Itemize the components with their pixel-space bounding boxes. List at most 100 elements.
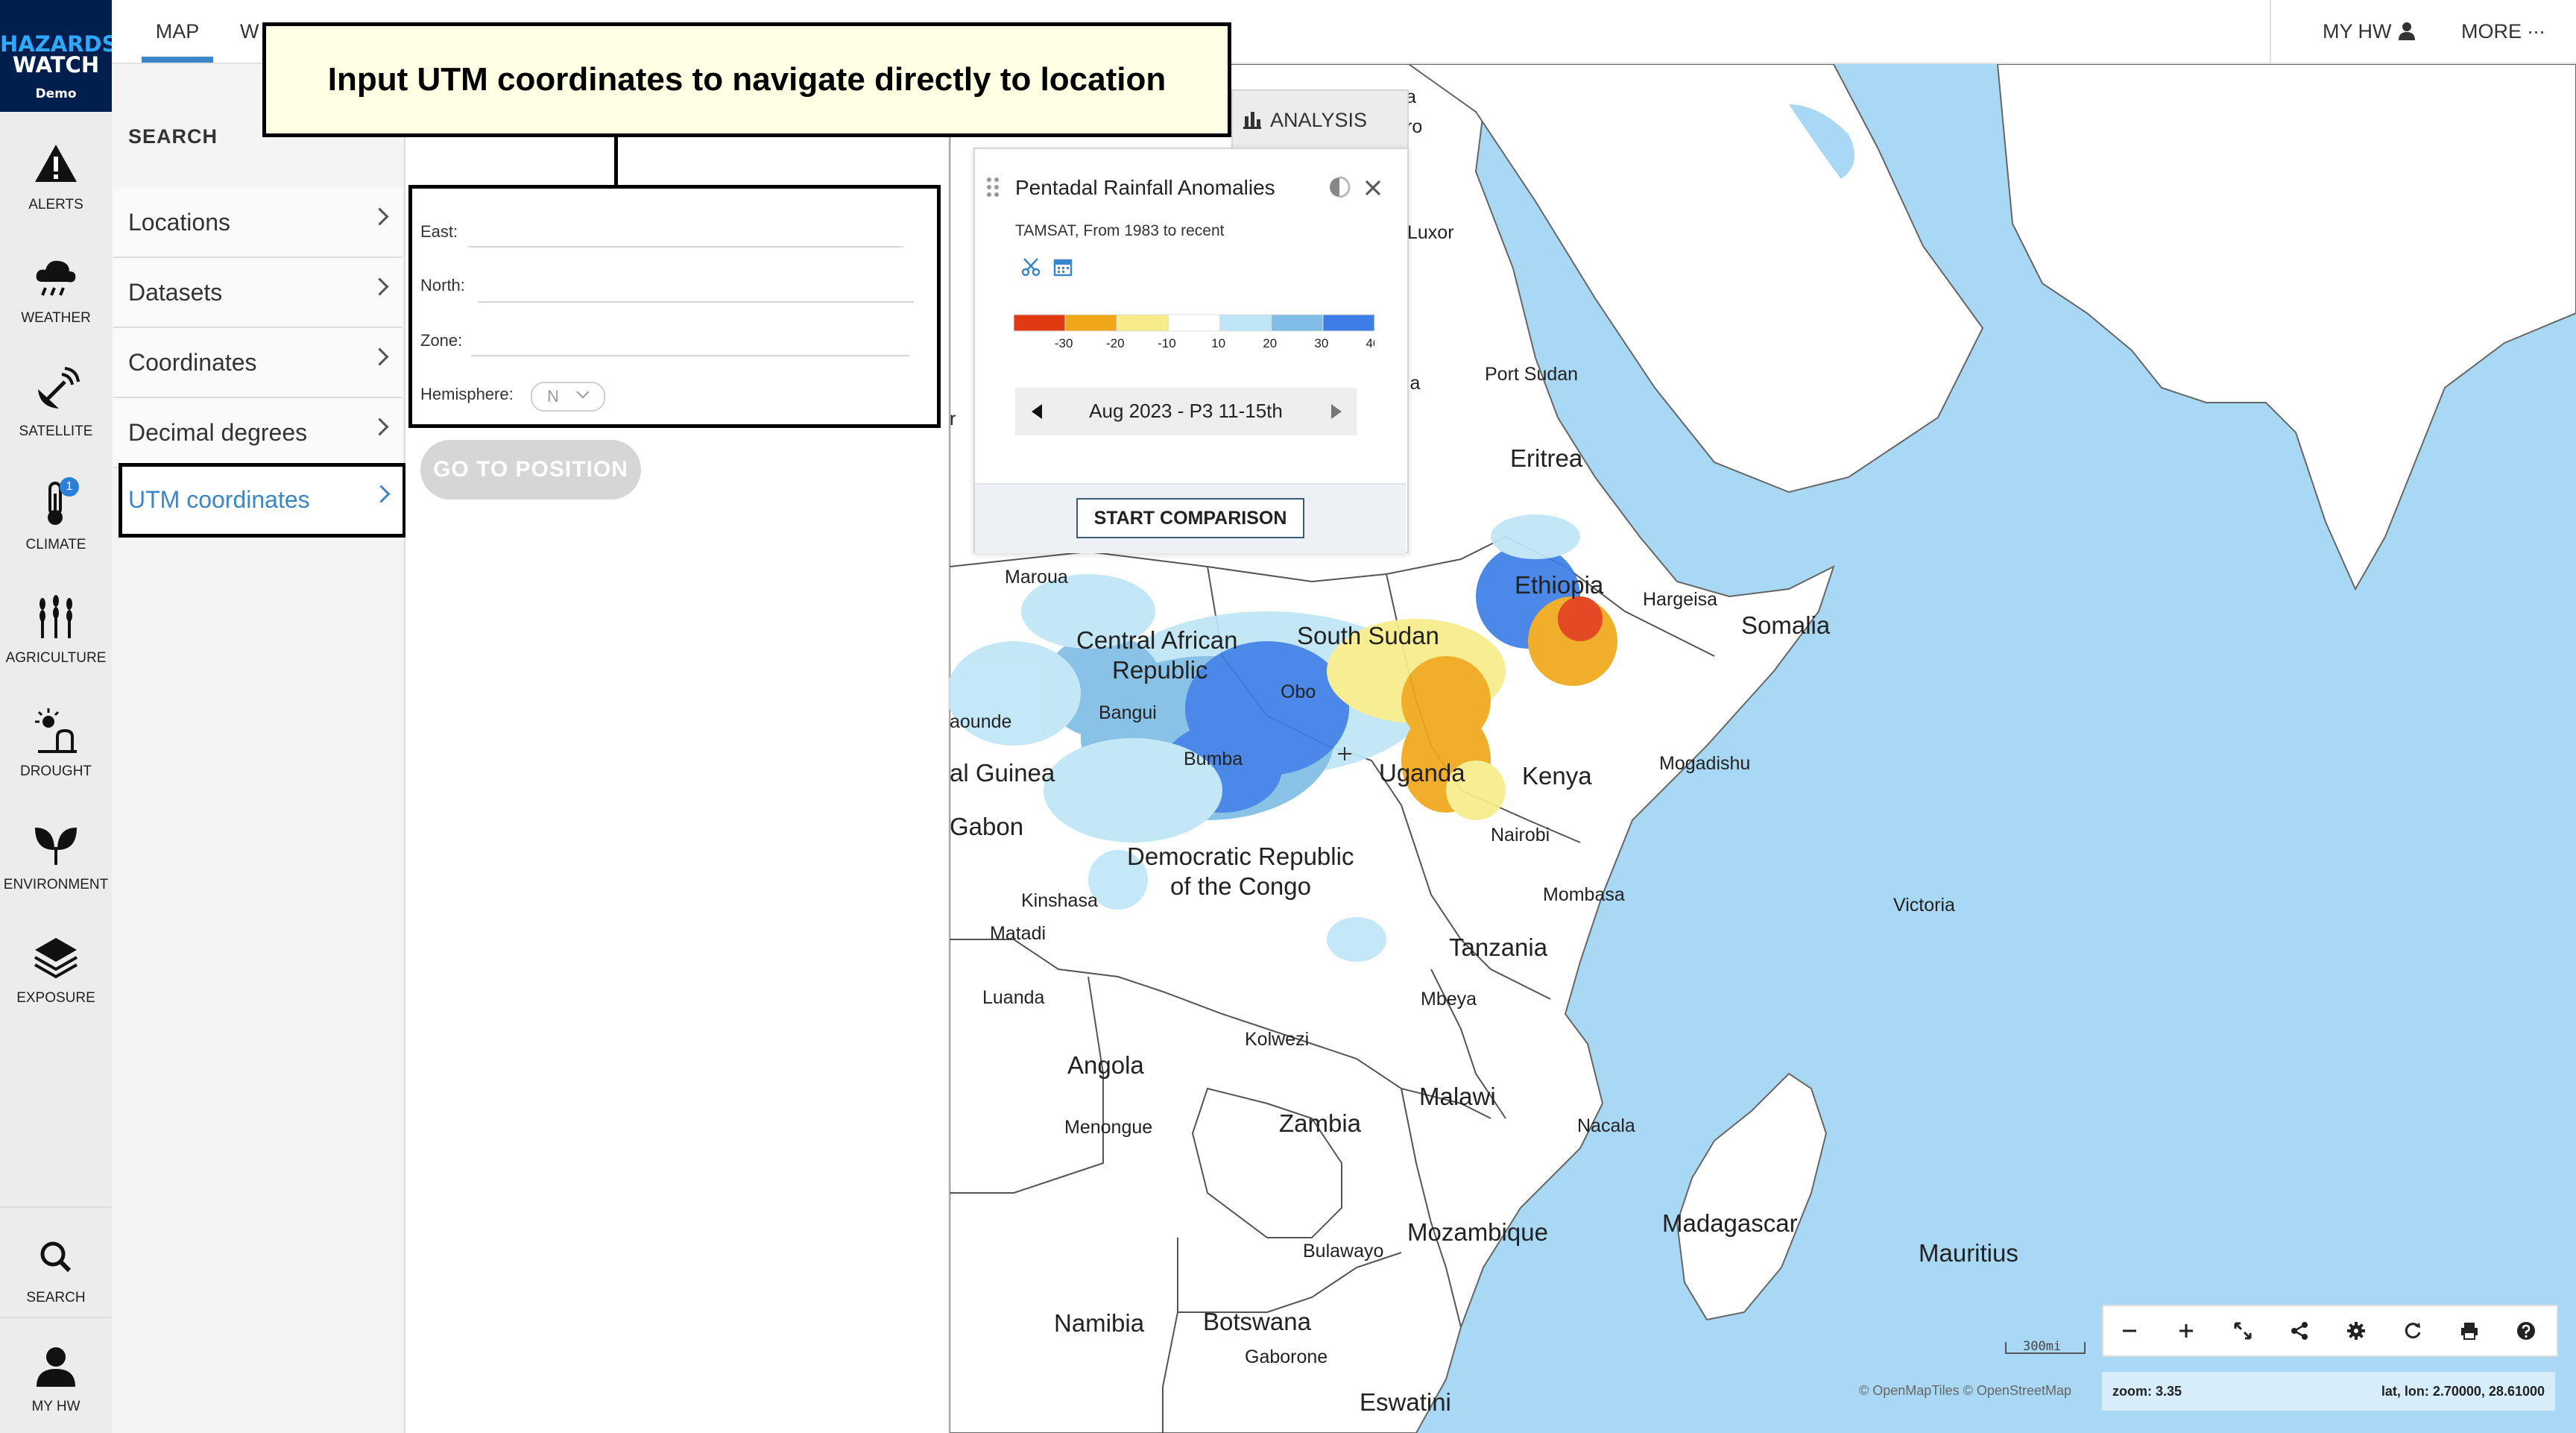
map-label: of the Congo	[1170, 872, 1311, 900]
map-label: Central African	[1076, 626, 1237, 654]
legend-tick: 30	[1314, 336, 1328, 350]
calendar-icon[interactable]	[1052, 256, 1073, 277]
zoom-readout: zoom: 3.35	[2112, 1384, 2182, 1399]
menu-datasets[interactable]: Datasets	[113, 258, 402, 328]
map-label: Eritrea	[1510, 444, 1583, 472]
opacity-icon[interactable]	[1328, 176, 1351, 198]
app-logo[interactable]: HAZARDS WATCH Demo	[0, 0, 117, 112]
map-label: Madagascar	[1662, 1209, 1798, 1237]
legend-tick: 20	[1263, 336, 1277, 350]
refresh-icon[interactable]	[2403, 1321, 2422, 1341]
north-label: North:	[420, 276, 465, 295]
rainfall-anomaly-overlay	[950, 514, 1617, 962]
rail-divider	[0, 1206, 112, 1208]
card-title: Pentadal Rainfall Anomalies	[1015, 176, 1275, 199]
period-selector: Aug 2023 - P3 11-15th	[1015, 388, 1357, 435]
rail-climate[interactable]: 1 CLIMATE	[0, 462, 112, 571]
rail-weather[interactable]: WEATHER	[0, 236, 112, 344]
hemisphere-select[interactable]: N	[531, 382, 605, 412]
map-label: Zambia	[1279, 1109, 1362, 1137]
map-label: Ethiopia	[1515, 571, 1604, 599]
go-to-position-button[interactable]: GO TO POSITION	[420, 440, 641, 500]
chevron-right-icon	[370, 277, 389, 296]
zoom-out-icon[interactable]	[2120, 1321, 2139, 1341]
rail-divider	[0, 1317, 112, 1318]
analysis-tab[interactable]: ANALYSIS	[1231, 89, 1409, 151]
map-label: Tanzania	[1449, 933, 1548, 961]
help-icon[interactable]	[2516, 1321, 2536, 1341]
rail-alerts-label: ALERTS	[28, 197, 83, 212]
scale-bar	[2005, 1342, 2086, 1354]
zoom-in-icon[interactable]	[2176, 1321, 2196, 1341]
rail-satellite-label: SATELLITE	[19, 423, 93, 439]
map-label: Gabon	[950, 813, 1023, 840]
search-icon	[40, 1241, 72, 1273]
rail-search[interactable]: SEARCH	[0, 1215, 112, 1320]
tab-w[interactable]: W	[240, 20, 259, 42]
legend-tick: -10	[1158, 336, 1176, 350]
map-label: Mauritius	[1919, 1239, 2018, 1267]
menu-locations[interactable]: Locations	[113, 188, 402, 258]
map-label: Kenya	[1522, 762, 1592, 790]
share-icon[interactable]	[2290, 1321, 2309, 1341]
legend-colorbar: -30 -20 -10 10 20 30 40	[1013, 313, 1380, 352]
rail-agriculture[interactable]: AGRICULTURE	[0, 576, 112, 684]
menu-decimal-degrees[interactable]: Decimal degrees	[113, 398, 402, 468]
map-label: Port Sudan	[1485, 364, 1578, 385]
map-label: South Sudan	[1297, 622, 1439, 649]
madagascar-landmass	[1676, 1072, 1828, 1321]
more-dots-icon: ⋯	[2527, 22, 2545, 42]
north-input[interactable]	[479, 273, 917, 297]
map-label: Mozambique	[1407, 1218, 1548, 1246]
map-attribution: © OpenMapTiles © OpenStreetMap	[1859, 1383, 2071, 1398]
north-underline	[479, 301, 914, 303]
map-label: Nacala	[1577, 1115, 1635, 1136]
scissors-icon[interactable]	[1021, 256, 1042, 277]
tab-map[interactable]: MAP	[142, 0, 213, 63]
next-period-icon[interactable]	[1330, 403, 1345, 421]
bar-chart-icon	[1243, 112, 1261, 129]
rail-environment[interactable]: ENVIRONMENT	[0, 802, 112, 911]
search-title: SEARCH	[128, 125, 218, 148]
expand-icon[interactable]	[2233, 1321, 2253, 1341]
legend-swatch	[1219, 314, 1272, 332]
more-button[interactable]: MORE ⋯	[2461, 0, 2545, 63]
drag-handle-icon[interactable]	[985, 176, 1000, 198]
map-label: Angola	[1067, 1051, 1144, 1079]
rail-drought-label: DROUGHT	[19, 763, 92, 779]
rail-search-label: SEARCH	[26, 1290, 86, 1306]
legend-swatch	[1322, 314, 1375, 332]
previous-period-icon[interactable]	[1029, 403, 1044, 421]
map-label: Nairobi	[1491, 825, 1550, 845]
map-label: Kolwezi	[1245, 1029, 1309, 1050]
my-hw-button[interactable]: MY HW	[2323, 0, 2416, 63]
leaf-icon	[35, 828, 77, 865]
print-icon[interactable]	[2460, 1321, 2479, 1341]
rail-drought[interactable]: DROUGHT	[0, 689, 112, 798]
east-input[interactable]	[468, 219, 906, 243]
legend-tick: 10	[1211, 336, 1225, 350]
close-icon[interactable]	[1363, 177, 1383, 198]
chevron-down-icon	[576, 385, 590, 399]
place-labels: Luxor Port Sudan Eritrea Ethiopia Hargei…	[950, 86, 2018, 1416]
menu-coordinates[interactable]: Coordinates	[113, 328, 402, 398]
map-label: Obo	[1281, 681, 1316, 702]
map-toolbar	[2102, 1305, 2558, 1357]
map-label: Bangui	[1099, 702, 1157, 723]
rail-exposure[interactable]: EXPOSURE	[0, 916, 112, 1024]
gear-icon[interactable]	[2346, 1321, 2366, 1341]
map-label: Botswana	[1203, 1308, 1312, 1335]
menu-utm-coordinates[interactable]: UTM coordinates	[119, 463, 406, 538]
thermometer-icon	[48, 482, 63, 525]
start-comparison-button[interactable]: START COMPARISON	[1076, 498, 1304, 538]
zone-label: Zone:	[420, 331, 463, 350]
rail-satellite[interactable]: SATELLITE	[0, 349, 112, 458]
map-label: Mogadishu	[1659, 753, 1750, 774]
menu-label: Locations	[128, 209, 230, 236]
zone-input[interactable]	[471, 328, 912, 352]
rail-myhw[interactable]: MY HW	[0, 1324, 112, 1429]
rail-alerts[interactable]: ALERTS	[0, 122, 112, 231]
wheat-icon	[40, 595, 72, 638]
user-icon	[2399, 22, 2416, 40]
menu-label: UTM coordinates	[128, 486, 310, 513]
